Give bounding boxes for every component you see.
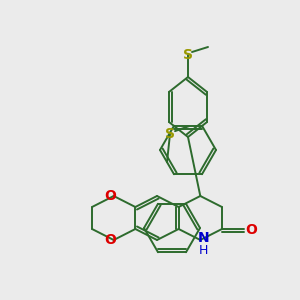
Text: S: S [183,48,193,62]
Text: H: H [199,244,208,256]
Text: O: O [245,223,257,237]
Text: O: O [104,189,116,203]
Text: S: S [165,127,175,141]
Text: O: O [104,233,116,247]
Text: N: N [197,231,209,245]
